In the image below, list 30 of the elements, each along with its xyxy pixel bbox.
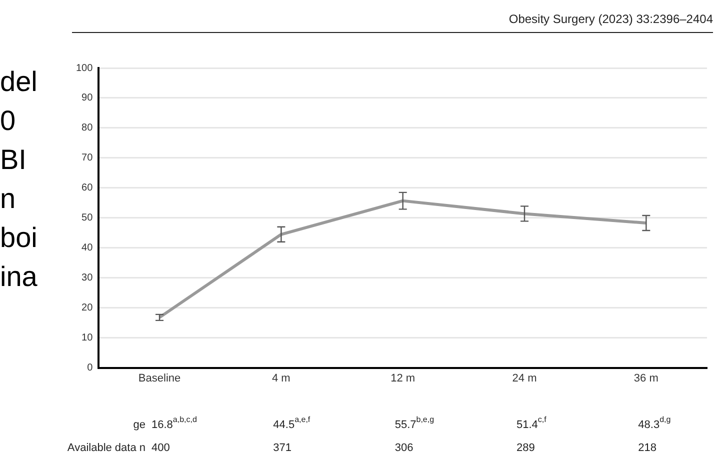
y-tick-label: 10	[82, 332, 94, 344]
x-tick-label: Baseline	[138, 372, 181, 384]
text: Available data n	[67, 442, 146, 454]
y-tick-label: 100	[76, 62, 94, 74]
x-tick-label: 36 m	[634, 372, 658, 384]
text: 0	[0, 104, 17, 138]
text: boi	[0, 221, 38, 255]
text: 218	[638, 442, 657, 454]
chart-title: Obesity Surgery (2023) 33:2396–2404	[72, 12, 713, 33]
text: 306	[394, 442, 414, 454]
text: del	[0, 65, 38, 99]
y-tick-label: 50	[82, 212, 94, 224]
y-tick-label: 0	[87, 362, 94, 374]
y-tick-label: 40	[82, 242, 94, 254]
y-tick-label: 20	[82, 302, 94, 314]
text: n	[0, 182, 17, 216]
text: ina	[0, 260, 38, 294]
x-tick-label: 24 m	[512, 372, 537, 384]
text: 400	[152, 442, 170, 454]
x-tick-label: 4 m	[272, 372, 290, 384]
y-tick-label: 60	[82, 182, 94, 194]
x-tick-label: 12 m	[390, 372, 416, 384]
text: 371	[273, 442, 292, 454]
y-tick-label: 30	[82, 272, 94, 284]
y-tick-label: 80	[82, 122, 94, 134]
text: BI	[0, 143, 28, 177]
y-tick-label: 90	[82, 92, 94, 104]
y-tick-label: 70	[82, 152, 94, 164]
text: 289	[516, 442, 535, 454]
text: ge	[133, 418, 146, 431]
